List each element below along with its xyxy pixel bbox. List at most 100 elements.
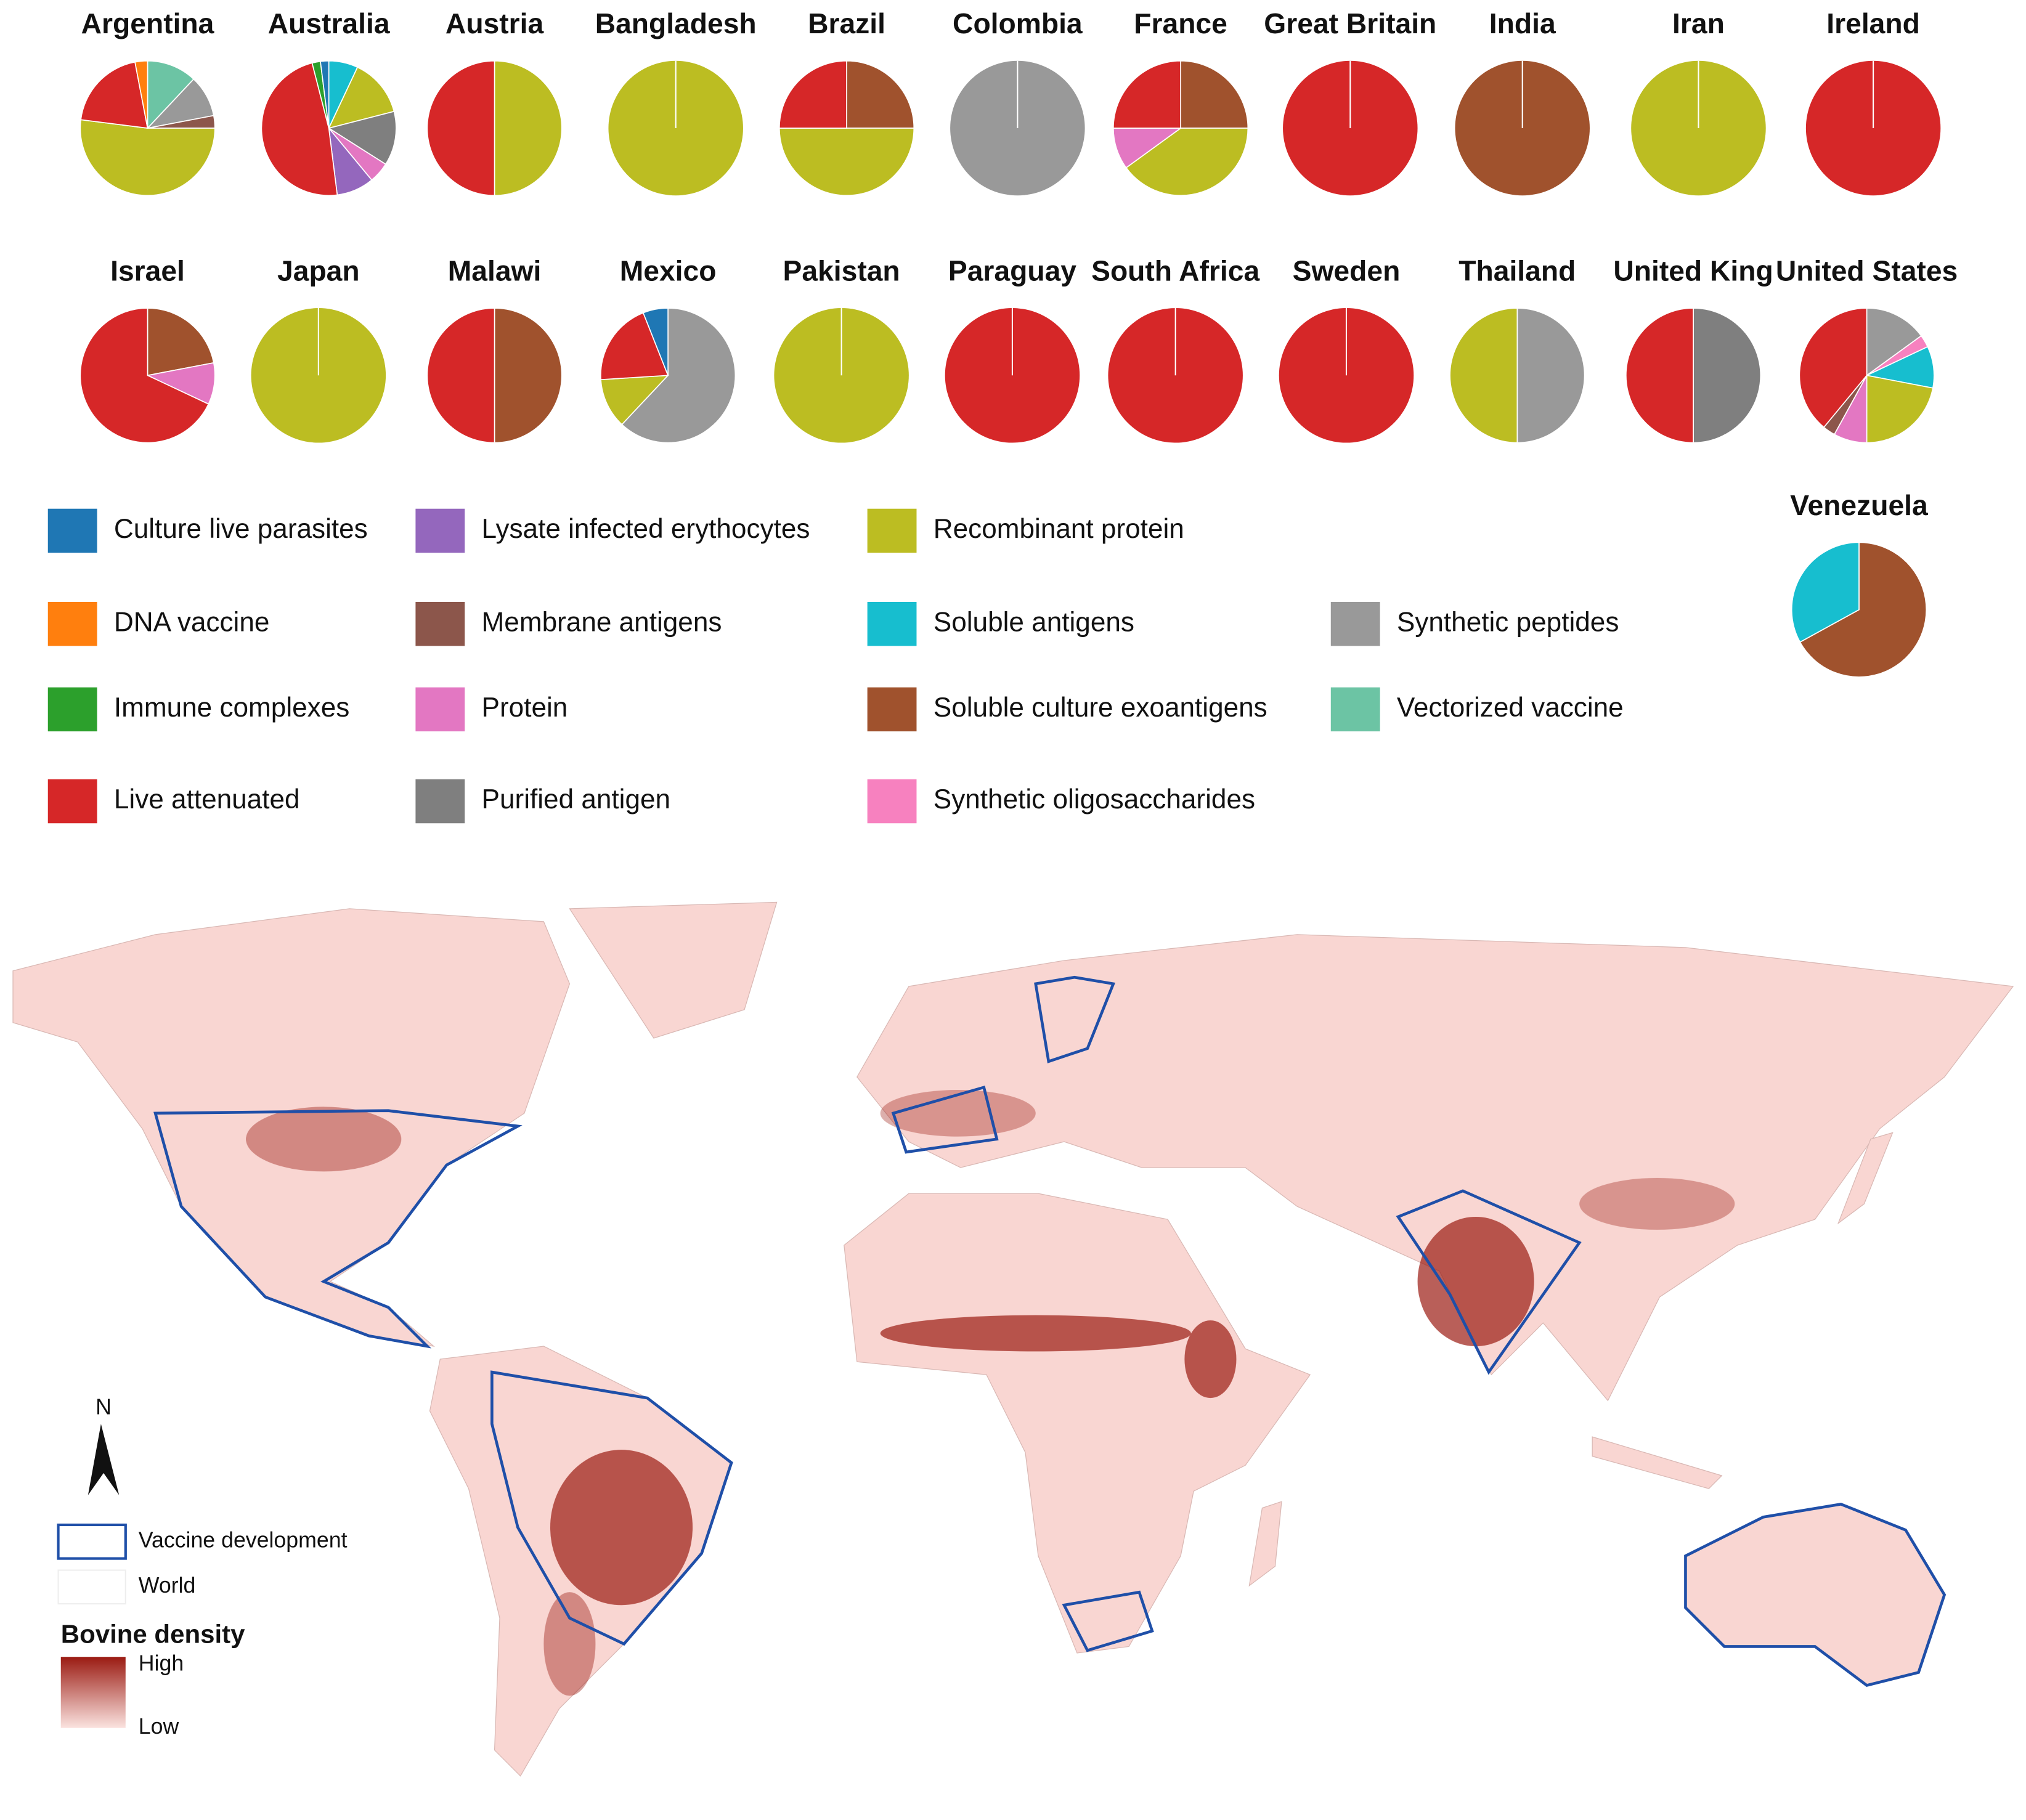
pie-slice bbox=[134, 60, 148, 129]
legend-swatch bbox=[415, 779, 465, 824]
pie-slice bbox=[778, 128, 915, 197]
pie-slice bbox=[608, 60, 743, 196]
pie-slice bbox=[494, 60, 563, 197]
pie-chart: Mexico bbox=[600, 255, 736, 444]
legend-label: Membrane antigens bbox=[482, 607, 722, 637]
eurasia bbox=[856, 934, 2014, 1402]
pie-chart: Thailand bbox=[1449, 255, 1585, 444]
pie-slice bbox=[1625, 307, 1694, 444]
pie-title: Brazil bbox=[808, 7, 885, 39]
legend-label: DNA vaccine bbox=[114, 607, 270, 637]
pie-slice bbox=[251, 308, 386, 443]
pie-title: Malawi bbox=[448, 255, 542, 287]
indonesia bbox=[1592, 1436, 1723, 1489]
legend-label: Lysate infected erythocytes bbox=[482, 514, 810, 544]
world-label: World bbox=[139, 1573, 196, 1598]
legend-swatch bbox=[867, 508, 917, 553]
legend-swatch bbox=[415, 508, 465, 553]
pie-slice bbox=[1805, 60, 1941, 196]
hotspot bbox=[550, 1450, 693, 1606]
density-gradient bbox=[60, 1657, 126, 1728]
japan bbox=[1837, 1132, 1894, 1225]
pie-title: Japan bbox=[277, 255, 360, 287]
pie-title: France bbox=[1134, 7, 1227, 39]
legend: Culture live parasites DNA vaccine Immune … bbox=[47, 508, 1624, 824]
pie-slice bbox=[147, 307, 214, 376]
legend-swatch bbox=[47, 508, 97, 553]
pie-slice bbox=[846, 60, 915, 129]
madagascar bbox=[1248, 1501, 1282, 1587]
density-high: High bbox=[139, 1651, 184, 1675]
legend-label: Synthetic peptides bbox=[1397, 607, 1619, 637]
legend-swatch bbox=[47, 687, 97, 732]
pie-slice bbox=[642, 307, 669, 376]
legend-label: Soluble culture exoantigens bbox=[934, 693, 1267, 723]
pie-title: Mexico bbox=[620, 255, 717, 287]
pie-title: Australia bbox=[268, 7, 390, 39]
legend-swatch bbox=[47, 601, 97, 646]
pie-slice bbox=[320, 60, 330, 129]
outline bbox=[153, 1109, 523, 1349]
pie-slice bbox=[1791, 542, 1860, 643]
pie-slice bbox=[600, 375, 670, 426]
legend-label: Live attenuated bbox=[114, 784, 300, 815]
legend-swatch bbox=[415, 687, 465, 732]
legend-label: Culture live parasites bbox=[114, 514, 368, 544]
legend-swatch bbox=[867, 601, 917, 646]
hotspot bbox=[880, 1315, 1191, 1352]
pie-slice bbox=[1125, 128, 1249, 197]
pie-slice bbox=[494, 307, 563, 444]
pie-title: Paraguay bbox=[948, 255, 1076, 287]
pie-chart: Pakistan bbox=[774, 255, 909, 443]
legend-label: Recombinant protein bbox=[934, 514, 1184, 544]
pie-slice bbox=[950, 60, 1085, 196]
legend-swatch bbox=[415, 601, 465, 646]
legend-label: Immune complexes bbox=[114, 693, 349, 723]
legend-label: Vectorized vaccine bbox=[1397, 693, 1624, 723]
north-label: N bbox=[96, 1394, 112, 1419]
pie-title: Thailand bbox=[1458, 255, 1576, 287]
pie-chart: France bbox=[1112, 7, 1249, 197]
pie-slice bbox=[328, 67, 395, 129]
pie-chart: Paraguay bbox=[945, 255, 1080, 443]
world-map: N Vaccine development World Bovine densi… bbox=[12, 901, 2014, 1777]
pie-title: Pakistan bbox=[783, 255, 900, 287]
pie-chart: Ireland bbox=[1805, 7, 1941, 196]
hotspot bbox=[1184, 1320, 1237, 1399]
density-low: Low bbox=[139, 1714, 179, 1739]
outline bbox=[1396, 1189, 1582, 1375]
pie-slice bbox=[327, 110, 397, 165]
outline bbox=[1684, 1502, 1947, 1687]
pie-slice bbox=[600, 312, 669, 381]
pie-chart: United States bbox=[1776, 255, 1958, 444]
pie-chart: Sweden bbox=[1279, 255, 1414, 443]
pie-slice bbox=[1516, 307, 1585, 444]
legend-label: Soluble antigens bbox=[934, 607, 1134, 637]
legend-label: Purified antigen bbox=[482, 784, 671, 815]
pie-title: United King bbox=[1613, 255, 1773, 287]
pie-slice bbox=[1631, 60, 1766, 196]
pie-chart: Israel bbox=[79, 255, 216, 444]
pie-slice bbox=[1693, 307, 1762, 444]
pie-chart: India bbox=[1455, 7, 1590, 196]
pie-slice bbox=[79, 119, 216, 197]
density-hotspots bbox=[246, 1090, 1735, 1696]
pie-title: Sweden bbox=[1293, 255, 1401, 287]
outline bbox=[1062, 1590, 1154, 1652]
greenland bbox=[569, 901, 778, 1039]
pie-chart: Colombia bbox=[950, 7, 1085, 196]
pie-slice bbox=[147, 60, 195, 130]
pie-slice bbox=[1799, 307, 1868, 428]
pie-chart: Great Britain bbox=[1264, 7, 1436, 196]
pie-chart: Iran bbox=[1631, 7, 1766, 196]
hotspot bbox=[543, 1592, 596, 1696]
legend-label: Synthetic oligosaccharides bbox=[934, 784, 1255, 815]
pie-title: Colombia bbox=[953, 7, 1083, 39]
pie-chart: Venezuela bbox=[1790, 489, 1928, 678]
pie-title: India bbox=[1489, 7, 1556, 39]
pie-title: Austria bbox=[445, 7, 544, 39]
pie-title: United States bbox=[1776, 255, 1958, 287]
legend-swatch bbox=[867, 687, 917, 732]
